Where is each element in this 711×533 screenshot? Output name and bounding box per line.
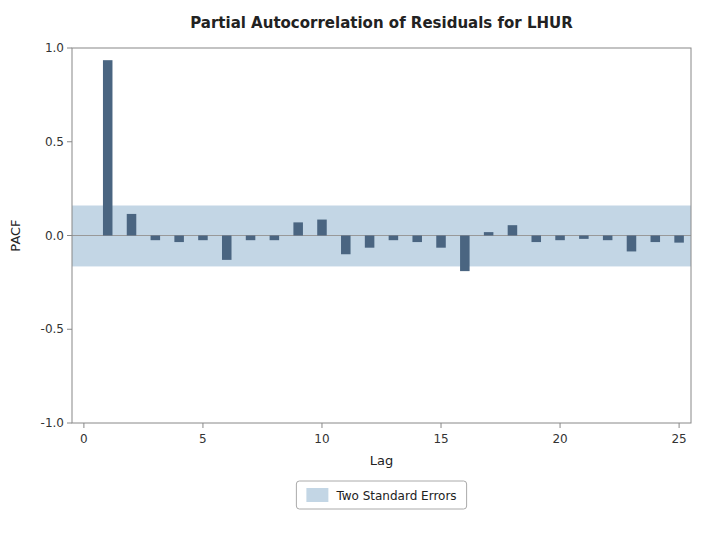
- bar: [651, 236, 661, 243]
- legend: Two Standard Errors: [296, 481, 466, 509]
- zero-line: [72, 235, 691, 236]
- bar: [127, 214, 137, 236]
- bar: [460, 236, 470, 272]
- bar: [484, 232, 494, 235]
- x-tick: [83, 423, 84, 428]
- bar: [103, 60, 113, 235]
- y-tick: [67, 235, 72, 236]
- bar: [365, 236, 375, 248]
- bar: [270, 236, 280, 241]
- bar: [508, 225, 518, 235]
- bar: [246, 236, 256, 241]
- bar: [198, 236, 208, 241]
- bar: [627, 236, 637, 252]
- legend-label: Two Standard Errors: [335, 489, 456, 503]
- bar: [674, 236, 684, 243]
- chart: Partial Autocorrelation of Residuals for…: [0, 0, 711, 533]
- x-tick-label: 20: [552, 432, 567, 446]
- bar: [531, 236, 541, 243]
- bar: [603, 236, 613, 241]
- x-tick: [679, 423, 680, 428]
- y-axis: -1.0 -0.5 0.0 0.5 1.0: [41, 41, 72, 430]
- bar: [317, 220, 327, 236]
- x-axis: 0 5 10 15 20 25: [80, 423, 687, 446]
- x-tick-label: 5: [199, 432, 207, 446]
- y-tick-label: 1.0: [45, 41, 64, 55]
- y-tick: [67, 48, 72, 49]
- bar: [555, 236, 565, 241]
- x-tick: [441, 423, 442, 428]
- x-tick: [202, 423, 203, 428]
- bar: [174, 236, 184, 243]
- y-tick-label: -0.5: [41, 322, 64, 336]
- x-tick-label: 0: [80, 432, 88, 446]
- x-axis-label: Lag: [370, 453, 393, 468]
- x-tick-label: 15: [433, 432, 448, 446]
- legend-frame: [296, 481, 466, 509]
- x-tick: [560, 423, 561, 428]
- bar: [389, 236, 399, 241]
- y-tick: [67, 423, 72, 424]
- bar: [412, 236, 422, 243]
- y-tick-label: 0.5: [45, 135, 64, 149]
- y-axis-label: PACF: [8, 219, 23, 251]
- plot-area: [72, 60, 691, 271]
- bar: [341, 236, 351, 255]
- bar: [436, 236, 446, 248]
- bar: [222, 236, 232, 260]
- y-tick-label: 0.0: [45, 229, 64, 243]
- y-tick: [67, 141, 72, 142]
- plot-frame: [72, 48, 691, 423]
- bar: [151, 236, 161, 241]
- chart-container: Partial Autocorrelation of Residuals for…: [0, 0, 711, 533]
- y-tick-label: -1.0: [41, 416, 64, 430]
- title: Partial Autocorrelation of Residuals for…: [190, 14, 573, 32]
- x-tick: [321, 423, 322, 428]
- x-tick-label: 25: [671, 432, 686, 446]
- x-tick-label: 10: [314, 432, 329, 446]
- bar: [579, 236, 589, 239]
- confidence-band: [72, 206, 691, 267]
- y-tick: [67, 329, 72, 330]
- bar: [293, 222, 303, 235]
- legend-swatch: [306, 488, 328, 502]
